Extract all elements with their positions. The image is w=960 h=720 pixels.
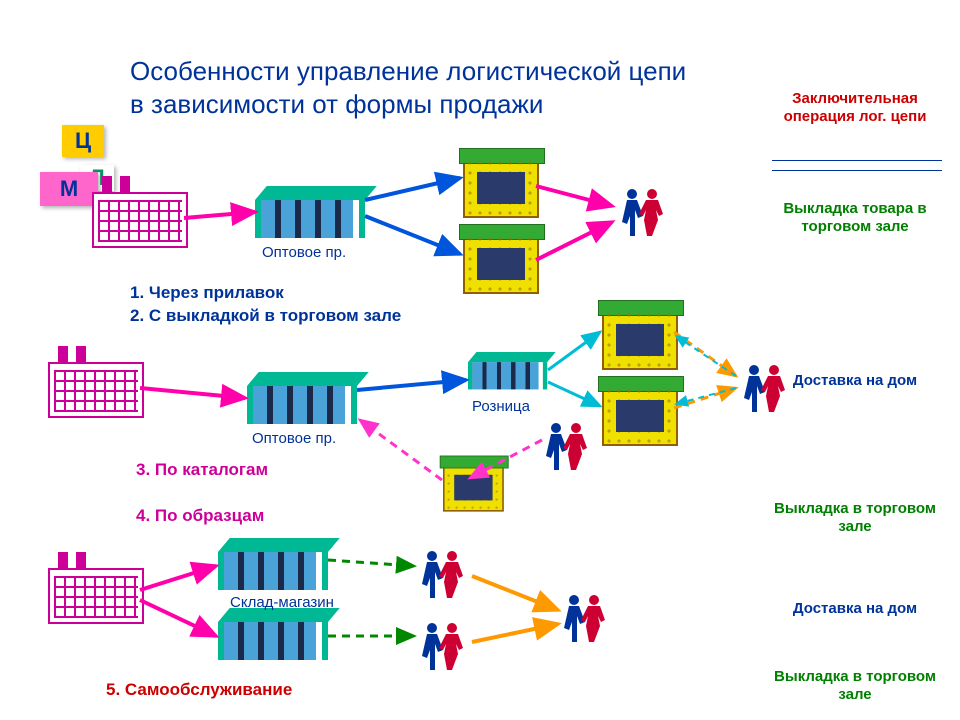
right-label-4: Доставка на дом bbox=[770, 600, 940, 618]
caption-wholesale-1: Оптовое пр. bbox=[262, 244, 346, 261]
store-icon bbox=[463, 232, 539, 294]
caption-wholesale-2: Оптовое пр. bbox=[252, 430, 336, 447]
warehouse-icon bbox=[247, 372, 357, 424]
store-icon bbox=[443, 462, 504, 512]
diagram-canvas: Особенности управление логистической цеп… bbox=[0, 0, 960, 720]
item-2: 2. С выкладкой в торговом зале bbox=[130, 306, 401, 326]
caption-warehouse-store: Склад-магазин bbox=[230, 594, 334, 611]
badge-c: Ц bbox=[62, 125, 104, 157]
customers-icon bbox=[542, 420, 592, 472]
divider bbox=[772, 170, 942, 171]
factory-icon bbox=[48, 362, 144, 418]
customers-icon bbox=[618, 186, 668, 238]
title-line-1: Особенности управление логистической цеп… bbox=[130, 56, 686, 86]
right-label-3: Выкладка в торговом зале bbox=[770, 500, 940, 536]
warehouse-icon bbox=[255, 186, 365, 238]
item-4: 4. По образцам bbox=[136, 506, 264, 526]
badge-m: М bbox=[40, 172, 98, 206]
page-title: Особенности управление логистической цеп… bbox=[130, 55, 686, 120]
right-label-1: Выкладка товара в торговом зале bbox=[770, 200, 940, 236]
title-line-2: в зависимости от формы продажи bbox=[130, 89, 543, 119]
right-label-5: Выкладка в торговом зале bbox=[770, 668, 940, 704]
item-5: 5. Самообслуживание bbox=[106, 680, 292, 700]
right-panel-heading: Заключительная операция лог. цепи bbox=[770, 90, 940, 126]
right-label-2: Доставка на дом bbox=[770, 372, 940, 390]
item-3: 3. По каталогам bbox=[136, 460, 268, 480]
factory-icon bbox=[92, 192, 188, 248]
warehouse-icon bbox=[218, 538, 328, 590]
customers-icon bbox=[418, 548, 468, 600]
retail-warehouse-icon bbox=[468, 352, 547, 389]
caption-retail: Розница bbox=[472, 398, 530, 415]
factory-icon bbox=[48, 568, 144, 624]
customers-icon bbox=[560, 592, 610, 644]
customers-icon bbox=[418, 620, 468, 672]
store-icon bbox=[463, 156, 539, 218]
warehouse-icon bbox=[218, 608, 328, 660]
store-icon bbox=[602, 308, 678, 370]
customers-icon bbox=[740, 362, 790, 414]
divider bbox=[772, 160, 942, 161]
item-1: 1. Через прилавок bbox=[130, 283, 284, 303]
store-icon bbox=[602, 384, 678, 446]
